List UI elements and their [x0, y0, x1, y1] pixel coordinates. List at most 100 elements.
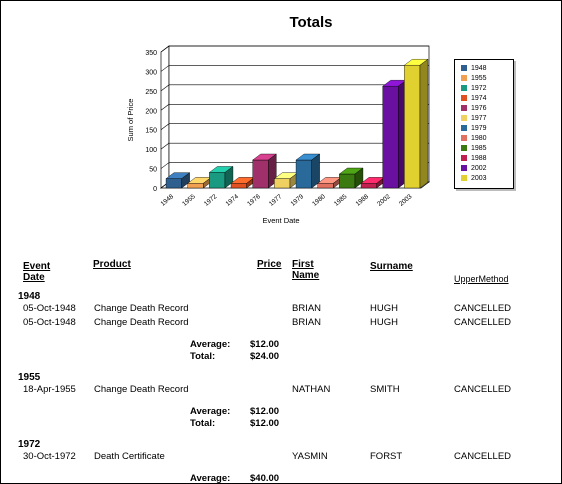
x-tick-label: 1976 — [246, 193, 262, 208]
cell-upper-method: CANCELLED — [454, 451, 512, 462]
bar-side — [419, 58, 429, 189]
legend-swatch — [461, 125, 467, 131]
bar-front — [382, 85, 399, 189]
cell-surname: HUGH — [370, 303, 398, 314]
legend-swatch — [461, 65, 467, 71]
cell-upper-method: CANCELLED — [454, 303, 512, 314]
cell-surname: FORST — [370, 451, 403, 462]
cell-upper-method: CANCELLED — [454, 317, 512, 328]
x-axis-label: Event Date — [262, 216, 299, 225]
legend-swatch — [461, 145, 467, 151]
y-tick-label: 300 — [145, 69, 157, 76]
legend-item: 1985 — [461, 144, 487, 153]
legend-label: 1976 — [471, 105, 487, 112]
legend-item: 2002 — [461, 164, 487, 173]
cell-first-name: YASMIN — [292, 451, 328, 462]
y-tick-label: 250 — [145, 89, 157, 96]
legend-label: 1972 — [471, 85, 487, 92]
legend-item: 1974 — [461, 94, 487, 103]
x-tick-label: 2003 — [398, 193, 414, 208]
legend-swatch — [461, 85, 467, 91]
legend-item: 1955 — [461, 74, 487, 83]
y-tick-label: 100 — [145, 147, 157, 154]
legend-label: 1974 — [471, 95, 487, 102]
totals-bar-chart: 0 50 100 150 200 250 300 350 Sum of Price 1948 195… — [126, 45, 431, 225]
x-tick-label: 1985 — [333, 193, 349, 208]
legend-label: 2003 — [471, 175, 487, 182]
x-tick-label: 1988 — [355, 193, 371, 208]
y-axis-label: Sum of Price — [126, 99, 135, 142]
legend-item: 1988 — [461, 154, 487, 163]
group-total-value: $24.00 — [250, 351, 280, 362]
legend-swatch — [461, 115, 467, 121]
cell-first-name: BRIAN — [292, 317, 322, 328]
legend-swatch — [461, 75, 467, 81]
chart-side-wall — [160, 45, 170, 189]
x-tick-label: 1980 — [311, 193, 327, 208]
cell-event-date: 05-Oct-1948 — [23, 303, 76, 314]
gridline-side — [160, 84, 170, 92]
bar-front — [230, 183, 247, 189]
bar-front — [339, 173, 356, 189]
cell-product: Change Death Record — [94, 303, 189, 314]
cell-event-date: 05-Oct-1948 — [23, 317, 76, 328]
group-total-label: Total: — [190, 418, 216, 429]
bar-front — [295, 159, 312, 189]
gridline-side — [160, 162, 170, 169]
group-year-heading: 1948 — [18, 291, 41, 302]
bar-front — [274, 178, 291, 189]
y-tick-label: 350 — [145, 50, 157, 57]
legend-swatch — [461, 165, 467, 171]
report-title: Totals — [289, 14, 333, 31]
legend-swatch — [461, 175, 467, 181]
group-average-value: $12.00 — [250, 406, 280, 417]
legend-label: 1977 — [471, 115, 487, 122]
legend-swatch — [461, 105, 467, 111]
x-tick-label: 1979 — [290, 193, 306, 208]
gridline-side — [160, 104, 170, 111]
legend-label: 2002 — [471, 165, 487, 172]
cell-first-name: BRIAN — [292, 303, 322, 314]
group-total-label: Total: — [190, 351, 216, 362]
group-average-value: $12.00 — [250, 339, 280, 350]
legend-label: 1980 — [471, 135, 487, 142]
bar-front — [209, 172, 226, 189]
column-header-event-date: Event Date — [23, 261, 51, 283]
gridline-side — [160, 142, 170, 150]
cell-upper-method: CANCELLED — [454, 384, 512, 395]
y-tick-label: 200 — [145, 108, 157, 115]
x-tick-label: 1977 — [268, 193, 284, 208]
bar-front — [360, 183, 377, 189]
x-tick-label: 1948 — [160, 193, 176, 208]
cell-event-date: 30-Oct-1972 — [23, 451, 76, 462]
group-average-value: $40.00 — [250, 473, 280, 484]
legend-swatch — [461, 95, 467, 101]
legend-item: 1972 — [461, 84, 487, 93]
group-average-label: Average: — [190, 406, 231, 417]
group-average-label: Average: — [190, 473, 231, 484]
x-tick-label: 1974 — [225, 193, 241, 208]
group-year-heading: 1955 — [18, 372, 41, 383]
x-tick-label: 1972 — [203, 193, 219, 208]
legend-item: 2003 — [461, 174, 487, 183]
y-tick-label: 50 — [149, 167, 157, 174]
cell-surname: SMITH — [370, 384, 400, 395]
legend-item: 1977 — [461, 114, 487, 123]
group-total-value: $12.00 — [250, 418, 280, 429]
cell-surname: HUGH — [370, 317, 398, 328]
legend-item: 1948 — [461, 64, 487, 73]
bar-front — [317, 183, 334, 189]
group-year-heading: 1972 — [18, 439, 41, 450]
legend-label: 1955 — [471, 75, 487, 82]
bar-front — [252, 159, 269, 189]
legend-item: 1980 — [461, 134, 487, 143]
legend-label: 1948 — [471, 65, 487, 72]
cell-first-name: NATHAN — [292, 384, 331, 395]
column-header-surname: Surname — [370, 261, 413, 272]
gridline-side — [160, 123, 170, 130]
legend-item: 1976 — [461, 104, 487, 113]
bar-front — [404, 65, 421, 189]
column-header-product: Product — [93, 259, 131, 270]
cell-event-date: 18-Apr-1955 — [23, 384, 76, 395]
